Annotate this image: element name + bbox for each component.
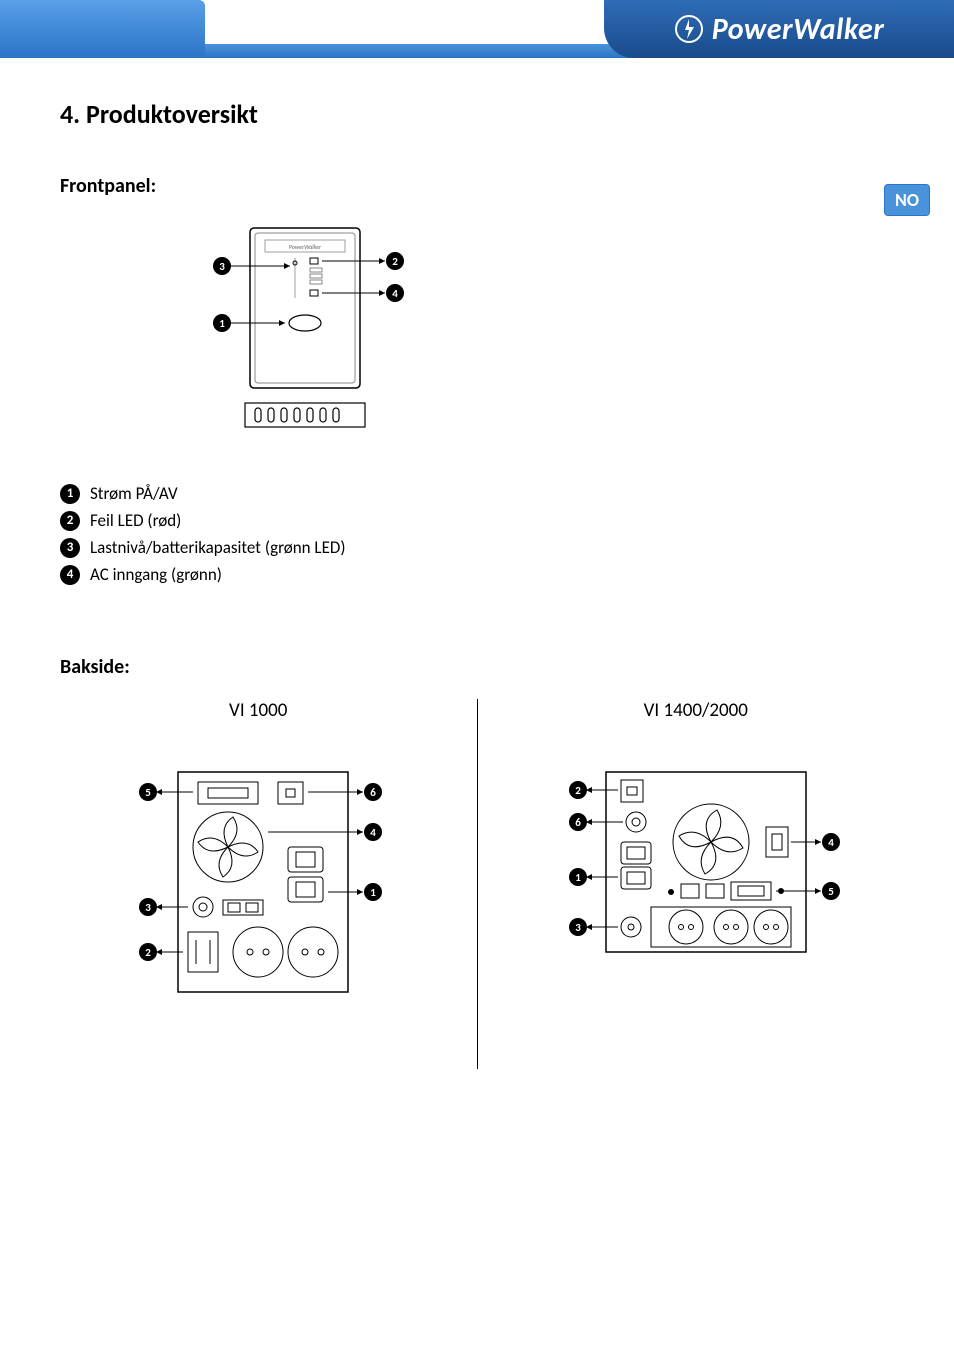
svg-text:5: 5	[828, 885, 834, 898]
legend-text: Strøm PÅ/AV	[90, 483, 178, 504]
header-blue-block	[0, 0, 205, 58]
legend-text: Feil LED (rød)	[90, 510, 181, 531]
svg-text:2: 2	[145, 946, 151, 959]
brand-logo: PowerWalker	[604, 0, 954, 58]
legend-num-icon: 3	[60, 538, 80, 558]
back-col-vi1400: VI 1400/2000	[498, 699, 895, 1069]
svg-text:3: 3	[145, 901, 151, 914]
legend-item: 3 Lastnivå/batterikapasitet (grønn LED)	[60, 537, 894, 558]
legend-num-icon: 1	[60, 484, 80, 504]
svg-text:1: 1	[575, 871, 581, 884]
svg-text:3: 3	[575, 921, 581, 934]
legend-num-icon: 4	[60, 565, 80, 585]
svg-text:4: 4	[370, 826, 376, 839]
brand-text: PowerWalker	[712, 11, 885, 48]
back-col-vi1000: VI 1000	[60, 699, 457, 1069]
svg-text:3: 3	[219, 260, 225, 273]
svg-text:2: 2	[392, 255, 398, 268]
back-col-label: VI 1400/2000	[498, 699, 895, 722]
back-panel-section: VI 1000	[60, 699, 894, 1069]
legend-item: 1 Strøm PÅ/AV	[60, 483, 894, 504]
svg-text:PowerWalker: PowerWalker	[289, 243, 322, 251]
language-tab: NO	[884, 184, 930, 216]
back-diagram-vi1400: 2 6 1 3 4 5	[536, 752, 856, 982]
svg-text:1: 1	[370, 886, 376, 899]
svg-text:2: 2	[575, 784, 581, 797]
legend-text: AC inngang (grønn)	[90, 564, 222, 585]
legend-list: 1 Strøm PÅ/AV 2 Feil LED (rød) 3 Lastniv…	[60, 483, 894, 585]
svg-text:6: 6	[575, 816, 581, 829]
frontpanel-heading: Frontpanel:	[60, 174, 894, 198]
svg-text:4: 4	[392, 287, 398, 300]
svg-text:6: 6	[370, 786, 376, 799]
legend-item: 4 AC inngang (grønn)	[60, 564, 894, 585]
column-divider	[477, 699, 478, 1069]
legend-item: 2 Feil LED (rød)	[60, 510, 894, 531]
legend-text: Lastnivå/batterikapasitet (grønn LED)	[90, 537, 346, 558]
front-panel-diagram: PowerWalker 3 1 2	[140, 218, 894, 443]
backside-heading: Bakside:	[60, 655, 894, 679]
back-diagram-vi1000: 5 3 2 6 4 1	[108, 752, 408, 1012]
svg-text:1: 1	[219, 317, 225, 330]
page-header: PowerWalker	[0, 0, 954, 58]
svg-text:5: 5	[145, 786, 151, 799]
page-content: 4. Produktoversikt Frontpanel: PowerWalk…	[0, 58, 954, 1069]
brand-icon	[674, 14, 704, 44]
section-title: 4. Produktoversikt	[60, 98, 894, 130]
back-col-label: VI 1000	[60, 699, 457, 722]
legend-num-icon: 2	[60, 511, 80, 531]
svg-text:4: 4	[828, 836, 834, 849]
